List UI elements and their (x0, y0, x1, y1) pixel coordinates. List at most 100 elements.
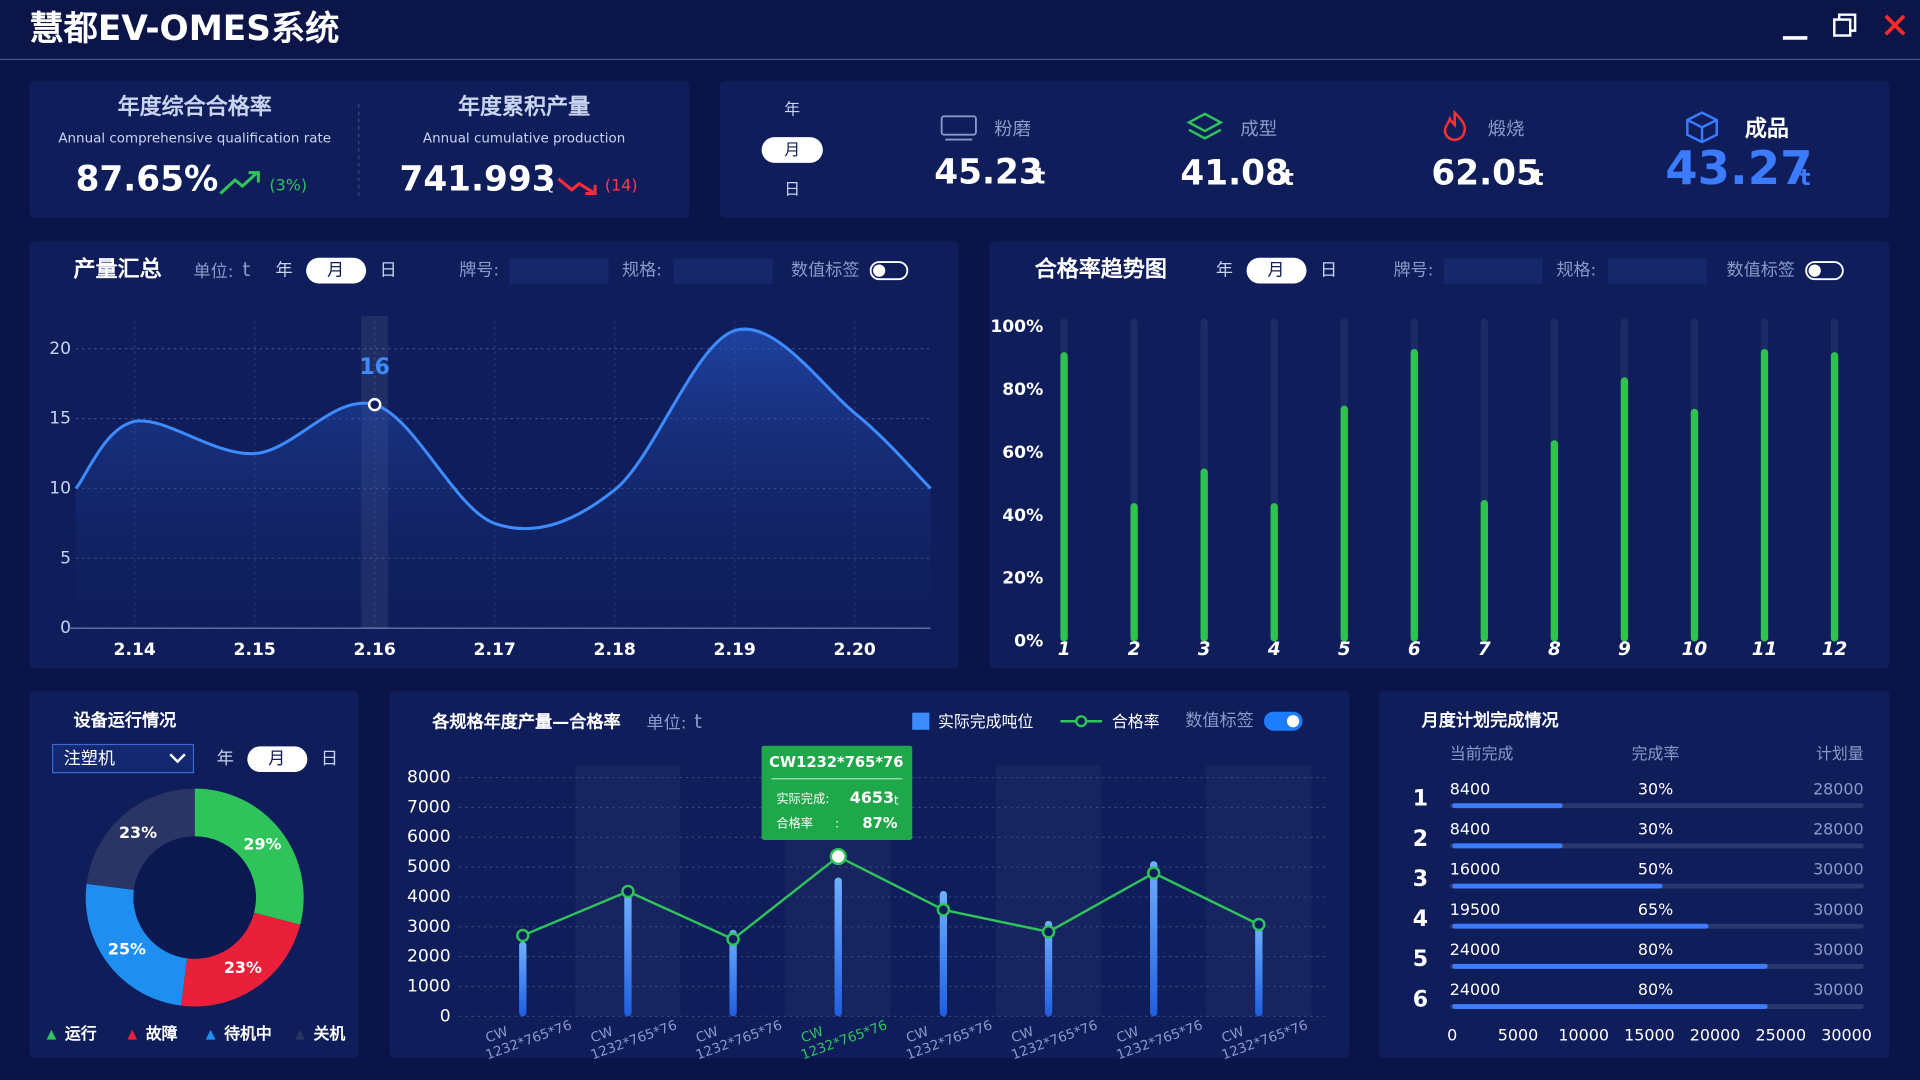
period-option[interactable]: 月 (268, 749, 285, 769)
period-option[interactable]: 日 (321, 749, 338, 769)
period-option[interactable]: 年 (784, 100, 800, 119)
toggle-label: 数值标签 (1185, 711, 1254, 731)
toggle-knob[interactable] (1286, 715, 1300, 728)
close-button[interactable] (1884, 14, 1906, 36)
bar (1760, 348, 1769, 642)
line (74, 327, 932, 531)
period-option[interactable]: 年 (217, 749, 234, 769)
dropdown[interactable] (52, 743, 195, 774)
dropdown-arrow[interactable] (169, 753, 186, 764)
filter-label: 牌号: (1393, 261, 1433, 281)
stat-unit: t (1800, 166, 1811, 191)
period-option[interactable]: 日 (1320, 261, 1337, 281)
current-value: 8400 (1450, 779, 1490, 798)
period-pill[interactable] (247, 746, 308, 773)
toggle[interactable] (1805, 261, 1844, 281)
x-tick-label: 10000 (1558, 1025, 1609, 1044)
point (726, 932, 740, 946)
toggle[interactable] (869, 261, 909, 281)
kpi-unit: t (547, 180, 553, 197)
dropdown-value[interactable]: 注塑机 (64, 749, 115, 769)
period-option[interactable]: 日 (380, 261, 397, 281)
kpi-change: (14) (605, 176, 638, 195)
point (1041, 925, 1056, 939)
unit: t (694, 710, 702, 733)
legend-label: 实际完成吨位 (938, 712, 1034, 731)
bar (1410, 348, 1418, 642)
rank: 3 (1413, 867, 1428, 892)
period-pill[interactable] (1246, 257, 1307, 284)
x-tick-label: CW (484, 1025, 510, 1047)
tooltip-title: CW1232*765*76 (769, 754, 903, 771)
bar (1452, 803, 1563, 809)
period-option[interactable]: 月 (327, 261, 344, 281)
x-tick-label: 5000 (1498, 1025, 1538, 1044)
x-tick-label: 4 (1267, 639, 1281, 660)
column-header: 计划量 (1816, 744, 1864, 763)
current-value: 16000 (1450, 860, 1501, 879)
legend-marker (295, 1029, 305, 1040)
rate: 50% (1638, 860, 1673, 879)
donut-slice (194, 788, 304, 925)
stat-value: 41.08 (1180, 154, 1288, 194)
period-option[interactable]: 日 (784, 179, 800, 198)
trend-up-icon (219, 171, 260, 195)
kpi-subtitle: Annual comprehensive qualification rate (58, 131, 331, 146)
period-option[interactable]: 年 (1216, 261, 1233, 281)
y-tick-label: 15 (49, 409, 71, 429)
tooltip: CW1232*765*76 实际完成: 4653 t 合格率 : 87% (761, 745, 913, 840)
filter-input[interactable] (509, 258, 609, 285)
bar (1452, 963, 1768, 969)
kpi-title: 年度累积产量 (458, 94, 590, 120)
y-tick-label: 2000 (407, 947, 451, 967)
unit-label: 单位: (647, 714, 687, 734)
bar (1452, 923, 1709, 929)
panel-title: 产量汇总 (73, 257, 161, 283)
x-tick-label: CW (589, 1025, 615, 1047)
tooltip-separator: : (835, 817, 839, 831)
rate: 65% (1638, 900, 1673, 919)
period-option[interactable]: 年 (276, 261, 293, 281)
stat-value: 45.23 (934, 152, 1042, 192)
bar (1690, 408, 1699, 642)
x-tick-label: CW (799, 1025, 825, 1047)
filter-input[interactable] (1607, 258, 1707, 285)
filter-input[interactable] (673, 258, 773, 285)
stat-value: 43.27 (1665, 141, 1812, 195)
tooltip-value: 4653 (850, 788, 894, 807)
period-option[interactable]: 月 (1267, 261, 1284, 281)
data-label: 23% (119, 823, 157, 842)
filter-input[interactable] (1443, 258, 1543, 285)
bar (1044, 920, 1053, 1017)
panel-title: 月度计划完成情况 (1421, 710, 1559, 731)
current-value: 24000 (1450, 980, 1501, 999)
point (936, 903, 951, 917)
x-tick-label: 2.20 (834, 640, 876, 660)
tooltip-label: 合格率 (776, 816, 813, 831)
legend-marker (912, 712, 930, 730)
period-pill[interactable] (306, 257, 367, 284)
stat-unit: t (1283, 166, 1294, 191)
trend-down-icon (557, 177, 597, 195)
x-tick-label: 2.18 (594, 640, 636, 660)
grind-icon (940, 115, 977, 141)
data-label: 16 (359, 355, 390, 380)
x-tick-label: 9 (1618, 639, 1631, 660)
toggle-knob[interactable] (1808, 264, 1821, 277)
bar (834, 877, 842, 1017)
period-option[interactable]: 月 (784, 140, 800, 159)
y-tick-label: 20 (49, 339, 71, 359)
point (1252, 917, 1266, 932)
restore-button[interactable] (1833, 13, 1857, 37)
period-pill[interactable] (761, 137, 823, 163)
rank: 5 (1413, 947, 1428, 972)
bar (1550, 440, 1559, 642)
fire-icon (1443, 109, 1467, 142)
panel-title: 合格率趋势图 (1035, 257, 1167, 283)
bar (1130, 503, 1138, 642)
toggle-knob[interactable] (873, 264, 886, 277)
panel-title: 设备运行情况 (73, 710, 176, 731)
y-tick-label: 0% (1014, 632, 1043, 652)
